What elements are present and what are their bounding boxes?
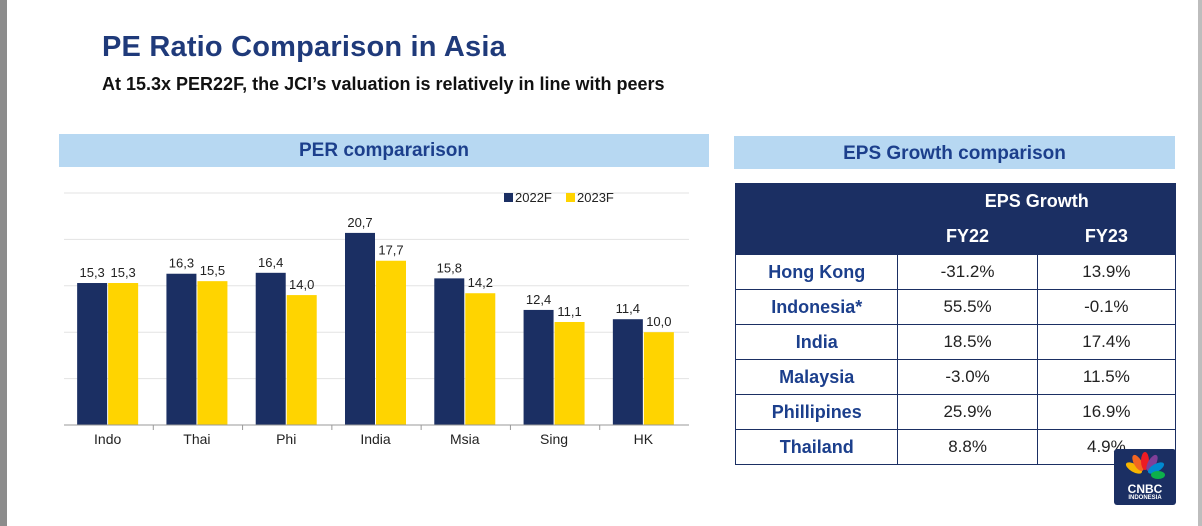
- legend-swatch-2023f: [566, 193, 575, 202]
- bar-2022f-indo: [77, 283, 108, 425]
- country-cell: Thailand: [734, 429, 899, 465]
- data-label: 20,7: [347, 215, 372, 230]
- bar-2022f-hk: [612, 319, 643, 425]
- country-cell: India: [734, 324, 899, 360]
- fy23-cell: 16.9%: [1036, 394, 1177, 430]
- data-label: 14,0: [289, 277, 314, 292]
- per-section-header: PER compararison: [59, 134, 709, 167]
- fy22-cell: -3.0%: [897, 359, 1038, 395]
- cnbc-indonesia-logo: CNBC INDONESIA: [1114, 449, 1176, 505]
- logo-wordmark: CNBC: [1127, 482, 1163, 496]
- bar-2023f-india: [376, 260, 406, 425]
- legend-swatch-2022f: [504, 193, 513, 202]
- legend-label-2022f: 2022F: [515, 190, 552, 205]
- bar-2022f-india: [345, 232, 375, 425]
- eps-growth-group-header: EPS Growth: [897, 183, 1176, 219]
- data-label: 11,1: [557, 304, 581, 319]
- bar-2023f-indo: [108, 283, 139, 425]
- bar-2022f-msia: [434, 278, 465, 425]
- x-tick-label: Phi: [276, 431, 296, 447]
- x-tick-label: HK: [634, 431, 654, 447]
- x-tick-label: Msia: [450, 431, 480, 447]
- data-label: 15,3: [110, 265, 135, 280]
- bar-2023f-sing: [554, 321, 585, 425]
- table-row: Indonesia* 55.5% -0.1%: [734, 289, 1177, 325]
- x-tick-label: Indo: [94, 431, 121, 447]
- table-row: India 18.5% 17.4%: [734, 324, 1177, 360]
- bar-2022f-sing: [523, 309, 554, 425]
- table-row: Phillipines 25.9% 16.9%: [734, 394, 1177, 430]
- data-label: 11,4: [616, 301, 640, 316]
- data-label: 15,3: [79, 265, 104, 280]
- data-label: 12,4: [526, 292, 551, 307]
- table-row: Hong Kong -31.2% 13.9%: [734, 254, 1177, 290]
- fy23-cell: 11.5%: [1036, 359, 1177, 395]
- fy22-cell: 25.9%: [897, 394, 1038, 430]
- data-label: 10,0: [646, 314, 671, 329]
- fy23-header: FY23: [1036, 218, 1177, 255]
- data-label: 15,5: [200, 263, 225, 278]
- bar-2023f-phi: [286, 295, 317, 425]
- data-label: 17,7: [378, 243, 403, 258]
- window-left-edge: [0, 0, 7, 526]
- legend-label-2023f: 2023F: [577, 190, 614, 205]
- country-cell: Indonesia*: [734, 289, 899, 325]
- eps-growth-table: EPS Growth FY22 FY23 Hong Kong -31.2% 13…: [734, 183, 1177, 465]
- country-cell: Malaysia: [734, 359, 899, 395]
- data-label: 15,8: [437, 260, 462, 275]
- page-title: PE Ratio Comparison in Asia: [102, 31, 506, 63]
- data-label: 16,4: [258, 255, 283, 270]
- fy23-cell: 13.9%: [1036, 254, 1177, 290]
- fy22-cell: 18.5%: [897, 324, 1038, 360]
- x-tick-label: India: [360, 431, 391, 447]
- data-label: 14,2: [468, 275, 493, 290]
- x-tick-label: Thai: [183, 431, 210, 447]
- table-corner-lower: [734, 218, 899, 255]
- bar-2022f-thai: [166, 273, 197, 425]
- fy22-header: FY22: [897, 218, 1038, 255]
- country-cell: Phillipines: [734, 394, 899, 430]
- table-row: Malaysia -3.0% 11.5%: [734, 359, 1177, 395]
- table-row: Thailand 8.8% 4.9%: [734, 429, 1177, 465]
- eps-section-header: EPS Growth comparison: [734, 136, 1175, 169]
- data-label: 16,3: [169, 256, 194, 271]
- fy23-cell: 17.4%: [1036, 324, 1177, 360]
- fy22-cell: 8.8%: [897, 429, 1038, 465]
- fy22-cell: 55.5%: [897, 289, 1038, 325]
- logo-subtext: INDONESIA: [1128, 495, 1162, 501]
- peacock-icon: [1125, 452, 1165, 479]
- bar-2022f-phi: [255, 272, 286, 425]
- country-cell: Hong Kong: [734, 254, 899, 290]
- per-bar-chart: 15,3 15,3 Indo 16,3 15,5 Thai 16,4 14,0 Phi 20,7 1…: [64, 190, 689, 447]
- bar-2023f-msia: [465, 293, 496, 425]
- page-subtitle: At 15.3x PER22F, the JCI’s valuation is …: [102, 74, 665, 94]
- fy23-cell: -0.1%: [1036, 289, 1177, 325]
- table-corner: [734, 183, 899, 219]
- bar-2023f-thai: [197, 281, 228, 425]
- bar-2023f-hk: [643, 332, 674, 425]
- fy22-cell: -31.2%: [897, 254, 1038, 290]
- x-tick-label: Sing: [540, 431, 568, 447]
- window-right-edge: [1198, 0, 1202, 526]
